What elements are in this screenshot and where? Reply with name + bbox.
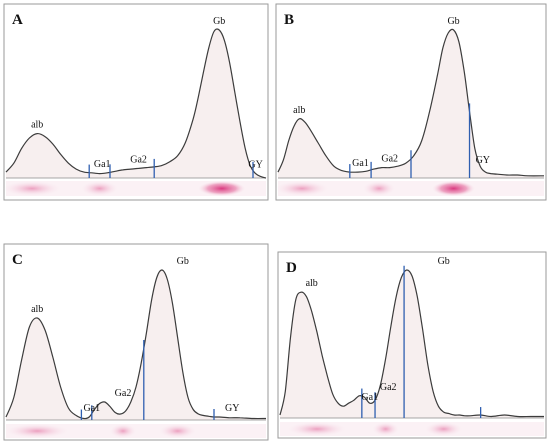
fraction-label-alb: alb xyxy=(31,304,43,315)
fraction-label-ga1: Ga1 xyxy=(361,392,378,403)
gel-band-strip xyxy=(6,424,266,438)
gel-band xyxy=(3,181,61,196)
gel-band xyxy=(425,422,463,436)
gel-band xyxy=(81,181,118,196)
fraction-label-gb: Gb xyxy=(447,16,459,27)
curve-area xyxy=(6,269,266,420)
curve-area xyxy=(280,269,544,418)
gel-band-strip xyxy=(275,181,544,196)
fraction-label-alb: alb xyxy=(293,105,305,116)
densitometry-curve xyxy=(279,269,544,418)
curve-area xyxy=(278,29,544,178)
fraction-label-gb: Gb xyxy=(438,256,450,267)
fraction-label-ga2: Ga2 xyxy=(115,388,132,399)
fraction-label-alb: alb xyxy=(31,120,43,131)
gel-band-strip xyxy=(280,422,544,436)
gel-band xyxy=(432,181,475,196)
densitometry-curve xyxy=(5,269,267,420)
gel-band xyxy=(198,181,246,196)
panel-letter: A xyxy=(12,12,23,28)
panel-letter: C xyxy=(12,252,23,268)
gel-band-strip xyxy=(3,181,266,196)
gel-band-background xyxy=(280,422,544,436)
gel-band xyxy=(110,424,136,438)
fraction-label-ga2: Ga2 xyxy=(380,382,397,393)
densitometry-curve xyxy=(277,28,545,177)
curve-area xyxy=(6,29,266,178)
fraction-label-ga1: Ga1 xyxy=(83,403,100,414)
fraction-label-gy: GY xyxy=(248,160,262,171)
fraction-label-gb: Gb xyxy=(177,256,189,267)
gel-band xyxy=(363,181,396,196)
fraction-label-ga1: Ga1 xyxy=(94,159,111,170)
gel-band xyxy=(6,424,69,438)
gel-band-background xyxy=(278,181,544,196)
fraction-label-alb: alb xyxy=(306,278,318,289)
gel-band xyxy=(159,424,196,438)
fraction-label-ga2: Ga2 xyxy=(130,154,147,165)
fraction-label-gb: Gb xyxy=(213,16,225,27)
gel-band-background xyxy=(6,181,266,196)
gel-band xyxy=(275,181,329,196)
panel-letter: D xyxy=(286,260,297,276)
fraction-label-gy: GY xyxy=(225,403,239,414)
fraction-label-ga2: Ga2 xyxy=(381,154,398,165)
fraction-label-gy: GY xyxy=(476,155,490,166)
fraction-label-ga1: Ga1 xyxy=(352,158,369,169)
gel-band xyxy=(372,422,399,436)
gel-band xyxy=(287,422,346,436)
panel-letter: B xyxy=(284,12,294,28)
